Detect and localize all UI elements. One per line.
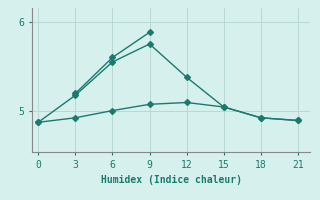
X-axis label: Humidex (Indice chaleur): Humidex (Indice chaleur) <box>101 175 242 185</box>
